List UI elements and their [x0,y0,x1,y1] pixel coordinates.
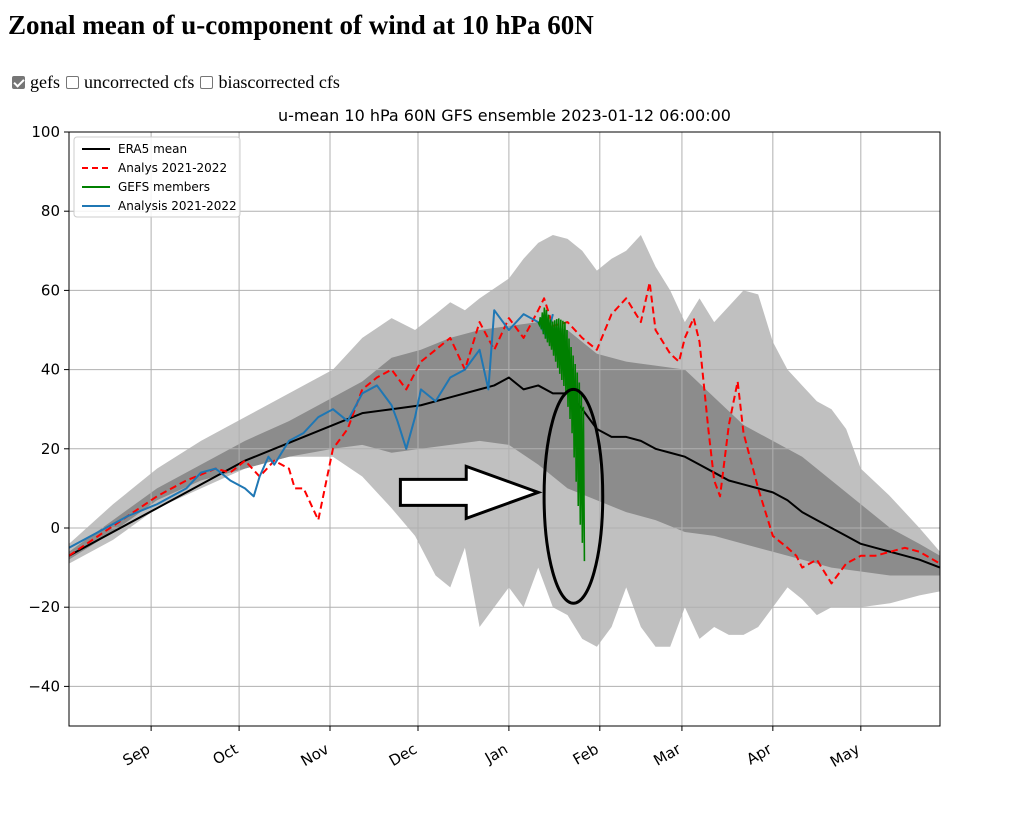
gefs-members-line [537,307,586,562]
legend: ERA5 mean Analys 2021-2022 GEFS members Ana… [73,136,241,218]
annotations [398,387,605,605]
y-tick-label: 60 [41,281,60,299]
source-checkbox-group: gefs uncorrected cfs biascorrected cfs [12,72,346,93]
y-tick-label: −20 [28,598,60,616]
y-tick-label: 20 [41,440,60,458]
legend-box [73,136,241,218]
biascorrected-cfs-checkbox-label: biascorrected cfs [218,72,340,92]
series-line [68,281,941,585]
plot-frame [68,131,941,727]
gefs-checkbox[interactable]: gefs [12,72,60,93]
gefs-checkbox-label: gefs [30,72,60,92]
legend-label: Analys 2021-2022 [118,161,227,175]
chart-title: u-mean 10 hPa 60N GFS ensemble 2023-01-1… [278,106,731,125]
page-title: Zonal mean of u-component of wind at 10 … [8,10,594,40]
data-series [68,281,941,585]
ellipse-annotation [542,387,605,605]
x-tick-label: Jan [481,740,511,768]
x-tick-label: Oct [210,740,242,769]
biascorrected-cfs-checkbox-box[interactable] [200,76,214,89]
x-tick-label: Sep [120,740,153,770]
x-tick-label: Apr [743,739,775,768]
uncorrected-cfs-checkbox[interactable]: uncorrected cfs [66,72,194,93]
y-tick-label: 80 [41,202,60,220]
band-inner [69,322,940,576]
x-tick-label: Mar [650,739,684,769]
x-tick-label: Feb [570,740,602,769]
x-tick-label: May [827,740,863,771]
uncorrected-cfs-checkbox-box[interactable] [66,76,79,89]
y-tick-label: 40 [41,361,60,379]
uncorrected-cfs-checkbox-label: uncorrected cfs [84,72,195,92]
series-line [68,309,554,549]
biascorrected-cfs-checkbox[interactable]: biascorrected cfs [200,72,340,93]
gefs-checkbox-box[interactable] [12,76,25,89]
legend-label: GEFS members [118,180,210,194]
legend-label: ERA5 mean [118,142,187,156]
x-tick-label: Nov [298,740,332,770]
envelope-bands [69,234,940,647]
series-line [68,376,941,569]
x-tick-label: Dec [386,740,420,770]
y-tick-label: 0 [50,519,60,537]
arrow-annotation [398,464,543,521]
legend-label: Analysis 2021-2022 [118,199,237,213]
y-tick-label: −40 [28,677,60,695]
y-tick-label: 100 [31,123,60,141]
